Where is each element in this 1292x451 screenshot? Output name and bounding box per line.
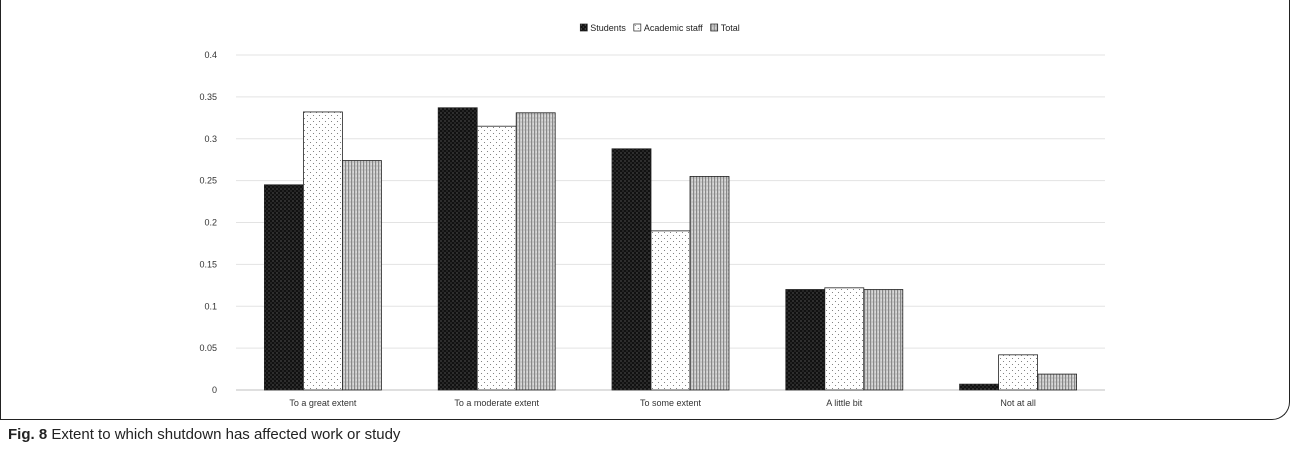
bar-academic-staff [650, 230, 691, 391]
x-tick-label: To some extent [640, 398, 702, 408]
bar-academic-staff [476, 125, 517, 391]
bar-total [515, 112, 556, 391]
legend-label: Total [721, 23, 740, 33]
bar-students [263, 184, 304, 391]
bar-total [1037, 373, 1077, 391]
bar-total [689, 176, 730, 391]
y-axis-ticks: 0 0.05 0.1 0.15 0.2 0.25 0.3 0.35 0.4 [199, 50, 217, 395]
bar-students [611, 148, 652, 391]
figure-frame-left-edge [0, 0, 1, 420]
y-tick-label: 0.1 [204, 301, 217, 311]
y-tick-label: 0.2 [204, 218, 217, 228]
legend: Students Academic staff Total [579, 23, 740, 33]
legend-item-total: Total [710, 23, 740, 33]
y-tick-label: 0 [212, 385, 217, 395]
y-tick-label: 0.25 [199, 176, 217, 186]
bar-academic-staff [998, 354, 1038, 391]
legend-swatch [633, 23, 642, 32]
legend-item-students: Students [579, 23, 626, 33]
y-tick-label: 0.15 [199, 259, 217, 269]
legend-item-academic-staff: Academic staff [633, 23, 703, 33]
y-tick-label: 0.05 [199, 343, 217, 353]
y-tick-label: 0.4 [204, 50, 217, 60]
legend-label: Academic staff [644, 23, 703, 33]
figure-frame [0, 0, 1290, 420]
x-tick-label: A little bit [826, 398, 863, 408]
x-tick-label: Not at all [1000, 398, 1036, 408]
x-tick-label: To a great extent [289, 398, 357, 408]
bar-students [437, 107, 478, 391]
bars [263, 107, 1077, 391]
y-tick-label: 0.3 [204, 134, 217, 144]
x-axis-ticks: To a great extent To a moderate extent To … [289, 398, 1035, 408]
bar-students [959, 383, 999, 391]
bar-chart: 0 0.05 0.1 0.15 0.2 0.25 0.3 0.35 0.4 To a great… [199, 23, 1105, 408]
x-tick-label: To a moderate extent [454, 398, 539, 408]
figure-caption: Fig. 8 Extent to which shutdown has affe… [8, 426, 400, 443]
bar-total [863, 289, 904, 391]
caption-label: Fig. 8 [8, 426, 48, 443]
bar-academic-staff [302, 111, 343, 391]
bar-total [341, 160, 382, 391]
legend-swatch [710, 23, 719, 32]
bar-academic-staff [824, 287, 865, 391]
legend-swatch [579, 23, 588, 32]
bar-students [785, 289, 826, 391]
y-tick-label: 0.35 [199, 92, 217, 102]
legend-label: Students [590, 23, 626, 33]
caption-text: Extent to which shutdown has affected wo… [47, 426, 401, 443]
